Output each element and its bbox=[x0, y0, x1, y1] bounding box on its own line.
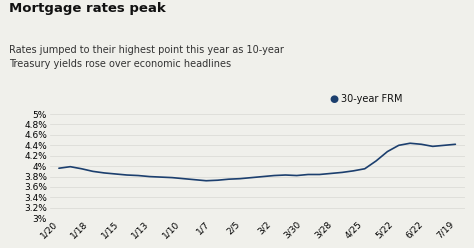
Text: 30-year FRM: 30-year FRM bbox=[341, 94, 403, 104]
Text: ●: ● bbox=[329, 94, 338, 104]
Text: Mortgage rates peak: Mortgage rates peak bbox=[9, 2, 166, 15]
Text: Rates jumped to their highest point this year as 10-year
Treasury yields rose ov: Rates jumped to their highest point this… bbox=[9, 45, 284, 69]
